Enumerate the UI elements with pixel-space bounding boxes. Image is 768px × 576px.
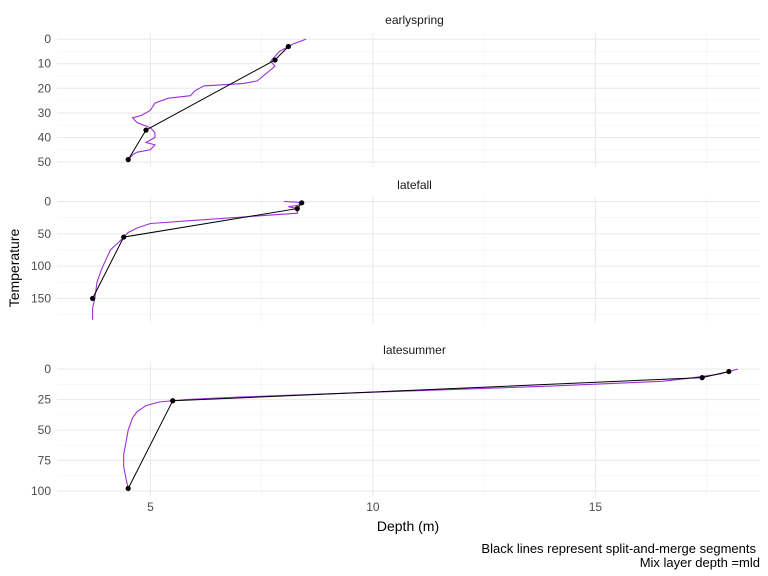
y-tick-label: 150 — [31, 291, 51, 305]
segment-point — [299, 200, 305, 206]
y-tick-label: 75 — [38, 453, 52, 467]
y-tick-label: 0 — [44, 195, 51, 209]
caption-line-1: Black lines represent split-and-merge se… — [481, 541, 756, 556]
y-tick-label: 50 — [38, 227, 52, 241]
segment-point — [89, 295, 96, 302]
strip-label-latefall: latefall — [397, 178, 432, 192]
panel-latesummer: 0 25 50 75 100 latesummer — [31, 343, 760, 498]
segment-point — [125, 157, 131, 163]
y-tick-label: 50 — [38, 155, 52, 169]
y-tick-label: 0 — [44, 32, 51, 46]
segment-point — [170, 398, 176, 404]
y-axis-title: Temperature — [6, 228, 22, 307]
y-tick-label: 30 — [38, 106, 52, 120]
strip-label-earlyspring: earlyspring — [385, 13, 444, 27]
segment-line-earlyspring — [127, 46, 289, 160]
panel-earlyspring: 0 10 20 30 40 50 earlyspring — [38, 13, 760, 169]
x-tick-label: 5 — [147, 500, 154, 514]
y-tick-label: 25 — [38, 393, 52, 407]
x-tick-label: 15 — [589, 500, 603, 514]
y-tick-label: 10 — [38, 57, 52, 71]
y-tick-label: 0 — [44, 362, 51, 376]
profile-line-latefall — [92, 200, 304, 320]
x-tick-label: 10 — [366, 500, 380, 514]
profile-line-earlyspring — [127, 38, 307, 160]
segment-point — [125, 485, 131, 492]
segment-point — [285, 43, 291, 50]
segment-point — [294, 206, 300, 212]
x-axis-tick-labels: 5 10 15 — [147, 500, 602, 514]
caption-line-2: Mix layer depth =mld — [640, 555, 760, 570]
segment-point — [143, 127, 149, 133]
y-tick-label: 100 — [31, 259, 51, 273]
y-tick-label: 50 — [38, 423, 52, 437]
strip-label-latesummer: latesummer — [383, 343, 446, 357]
segment-line-latesummer — [127, 371, 730, 489]
segment-point — [272, 57, 278, 63]
segment-point — [121, 234, 127, 240]
profile-line-latesummer — [123, 368, 738, 489]
y-tick-label: 100 — [31, 484, 51, 498]
x-axis-title: Depth (m) — [377, 518, 439, 534]
panels-layer: 01020304050earlyspring050100150latefall0… — [31, 13, 760, 498]
y-tick-label: 40 — [38, 130, 52, 144]
y-tick-label: 20 — [38, 81, 52, 95]
segment-point — [726, 368, 732, 375]
segment-line-latefall — [92, 202, 303, 299]
segment-point — [699, 375, 705, 381]
panel-latefall: 0 50 100 150 latefall — [31, 178, 760, 323]
